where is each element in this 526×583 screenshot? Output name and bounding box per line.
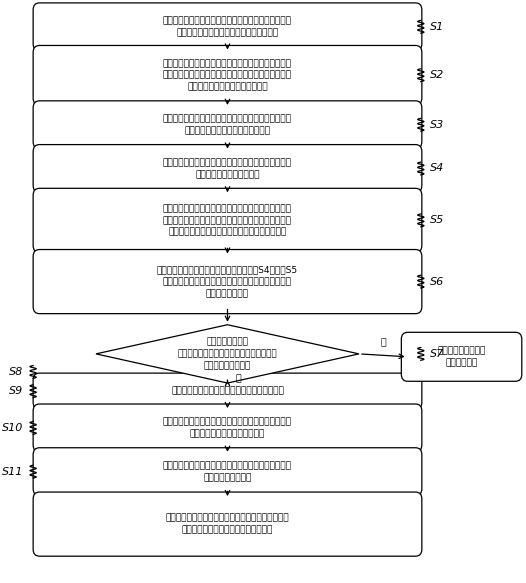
FancyBboxPatch shape bbox=[33, 404, 422, 452]
FancyBboxPatch shape bbox=[33, 145, 422, 192]
Text: 将能量贡献度和净功率波形相似度进行融合，得到各微
电网的成本分摊因子: 将能量贡献度和净功率波形相似度进行融合，得到各微 电网的成本分摊因子 bbox=[163, 461, 292, 482]
Text: 是: 是 bbox=[235, 374, 241, 383]
Text: 从能量贡献度、净功率波形相似度两个维度分别评估各
微电网对于额外收益的贡献程度: 从能量贡献度、净功率波形相似度两个维度分别评估各 微电网对于额外收益的贡献程度 bbox=[163, 417, 292, 438]
Polygon shape bbox=[96, 325, 359, 383]
Text: 获取微电网群中每个微电网各季度典型日的历史风光数
据、负荷预测数据、新建风光发电设备容量: 获取微电网群中每个微电网各季度典型日的历史风光数 据、负荷预测数据、新建风光发电… bbox=[163, 16, 292, 37]
FancyBboxPatch shape bbox=[401, 332, 522, 381]
Text: 以微电网群为整体，建立考虑储能参与优化运行的微电
网群储能容量优化配置模型: 以微电网群为整体，建立考虑储能参与优化运行的微电 网群储能容量优化配置模型 bbox=[163, 158, 292, 179]
Text: S8: S8 bbox=[9, 367, 24, 377]
FancyBboxPatch shape bbox=[33, 3, 422, 51]
Text: 分别以各微电网独立运营为对象，重复步骤S4、步骤S5
的建模求解过程，求解得到各微电网独立建设储能运营
的年综合运营成本: 分别以各微电网独立运营为对象，重复步骤S4、步骤S5 的建模求解过程，求解得到各… bbox=[157, 265, 298, 298]
Text: S2: S2 bbox=[430, 70, 444, 80]
Text: 将各微电网在各典型日下的净功率曲线进行叠加，得到
微电网群在各典型日下的净功率曲线: 将各微电网在各典型日下的净功率曲线进行叠加，得到 微电网群在各典型日下的净功率曲… bbox=[163, 114, 292, 135]
FancyBboxPatch shape bbox=[33, 45, 422, 105]
Text: S11: S11 bbox=[2, 466, 24, 477]
Text: 计算微电网群联合建设储能系统获取的额外收益: 计算微电网群联合建设储能系统获取的额外收益 bbox=[171, 387, 284, 396]
Text: S7: S7 bbox=[430, 349, 444, 359]
FancyBboxPatch shape bbox=[33, 492, 422, 556]
Text: 各微电网独立建设
储能运营的年综合运营成本之和高于微电网
群年综合运营成本？: 各微电网独立建设 储能运营的年综合运营成本之和高于微电网 群年综合运营成本？ bbox=[178, 338, 277, 370]
Text: 根据成本分摊因子和额外收益，计算各微电网联合运
营后，各微电网需要承担的年运营成本: 根据成本分摊因子和额外收益，计算各微电网联合运 营后，各微电网需要承担的年运营成… bbox=[166, 514, 289, 535]
Text: 通过风机与光伏出力模型计算各典型日下每个微电网的
发电出力曲线，并与各微电网的负荷曲线相减计算得到
各微电网在典型日下的净功率曲线: 通过风机与光伏出力模型计算各典型日下每个微电网的 发电出力曲线，并与各微电网的负… bbox=[163, 59, 292, 92]
FancyBboxPatch shape bbox=[33, 188, 422, 252]
Text: S6: S6 bbox=[430, 276, 444, 287]
Text: 否: 否 bbox=[380, 338, 386, 347]
Text: S1: S1 bbox=[430, 22, 444, 32]
Text: S10: S10 bbox=[2, 423, 24, 433]
Text: S5: S5 bbox=[430, 215, 444, 226]
FancyBboxPatch shape bbox=[33, 250, 422, 314]
FancyBboxPatch shape bbox=[33, 448, 422, 496]
FancyBboxPatch shape bbox=[33, 101, 422, 149]
Text: S3: S3 bbox=[430, 120, 444, 130]
Text: S9: S9 bbox=[9, 386, 24, 396]
Text: 对微电网群储能容量优化配置模型进行求解，得到储能
的最优配置容量、微电网群年综合运营成本、四季典型
日中考虑储能参与运行后的微电网群总净功率曲线: 对微电网群储能容量优化配置模型进行求解，得到储能 的最优配置容量、微电网群年综合… bbox=[163, 204, 292, 237]
Text: 各微电网仍采用各自
独立运营模式: 各微电网仍采用各自 独立运营模式 bbox=[438, 346, 485, 367]
Text: S4: S4 bbox=[430, 163, 444, 174]
FancyBboxPatch shape bbox=[33, 373, 422, 409]
